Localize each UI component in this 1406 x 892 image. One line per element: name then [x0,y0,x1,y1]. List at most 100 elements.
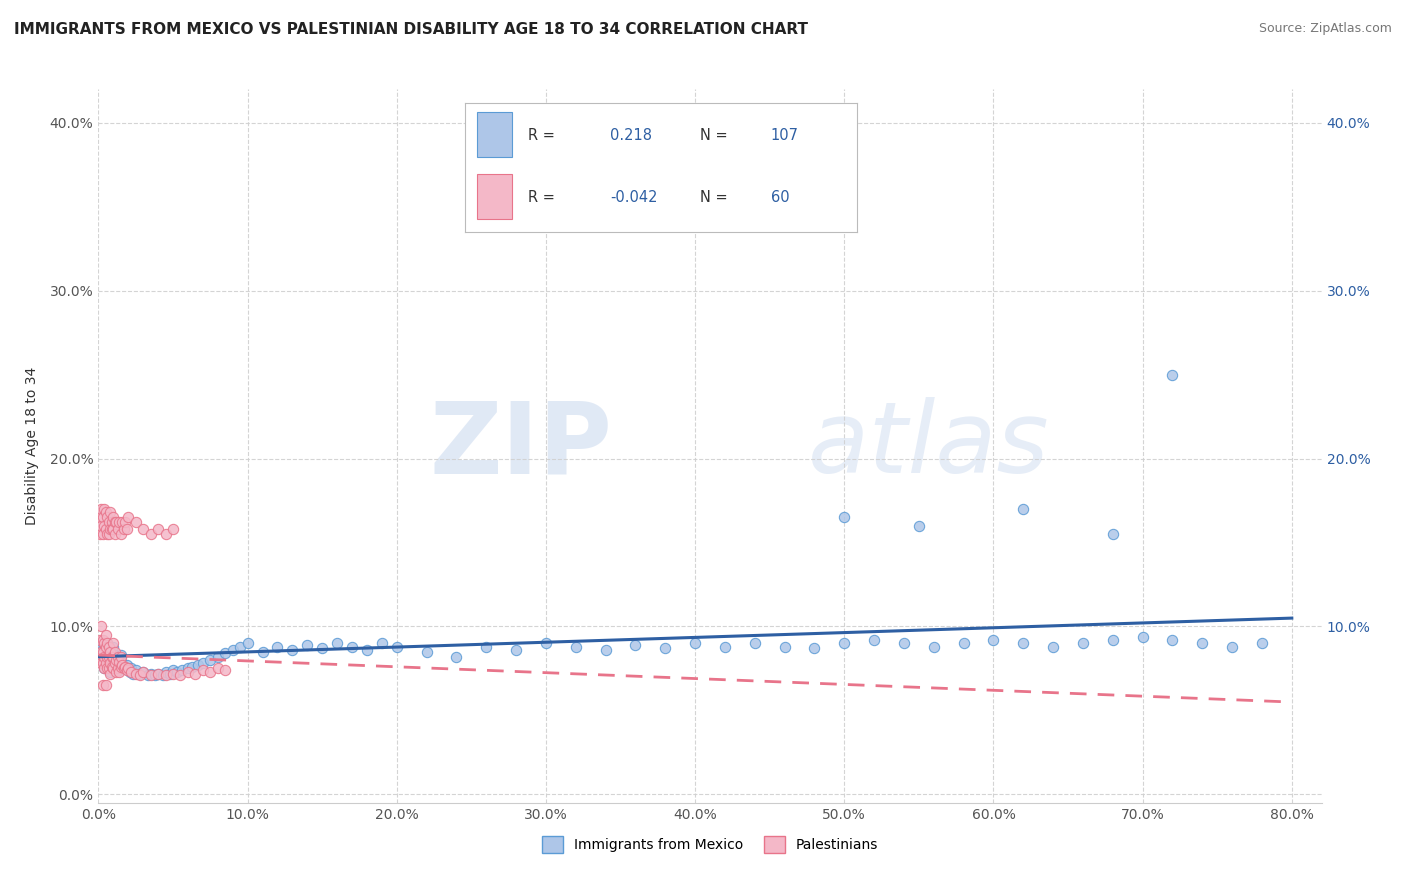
Point [96,661,118,675]
Point [534,636,557,650]
Point [91,657,114,671]
Point [252,645,274,659]
Point [139,666,162,681]
Point [446,649,468,664]
Point [152,668,174,682]
Point [229,640,252,654]
Point [115,663,138,677]
Point [117,510,139,524]
Point [200,665,222,679]
Point [103,661,125,675]
Point [125,666,148,681]
Point [214,663,236,677]
Point [93,518,115,533]
Point [114,661,136,675]
Point [91,678,114,692]
Point [236,636,259,650]
Point [96,657,118,671]
Point [105,653,128,667]
Point [110,660,132,674]
Point [104,657,127,671]
Point [108,663,131,677]
Point [1251,636,1274,650]
Point [90,645,112,659]
Point [105,649,128,664]
Point [121,666,143,681]
Point [1132,630,1154,644]
Point [187,658,209,673]
Point [110,527,132,541]
Point [922,640,945,654]
Point [118,665,141,679]
Point [356,643,378,657]
Point [162,522,184,536]
Point [96,649,118,664]
Point [96,636,118,650]
Point [624,638,647,652]
Point [505,643,527,657]
Point [97,516,120,530]
Point [89,510,111,524]
Point [155,527,177,541]
Point [108,516,131,530]
Point [97,658,120,673]
Point [1161,632,1184,647]
Point [1071,636,1094,650]
Point [120,661,142,675]
Point [93,645,115,659]
Point [340,640,363,654]
Point [94,640,117,654]
Point [117,661,139,675]
Point [114,660,136,674]
Point [105,660,128,674]
Point [415,645,437,659]
Point [311,641,333,656]
Point [111,657,134,671]
Point [107,661,129,675]
Point [90,657,112,671]
Point [475,640,498,654]
Point [103,510,125,524]
Point [103,522,125,536]
Point [132,665,155,679]
Point [115,522,138,536]
Point [132,665,155,679]
Point [93,661,115,675]
Point [595,643,617,657]
Point [105,516,128,530]
Point [146,522,169,536]
Point [129,668,152,682]
Point [91,632,114,647]
Point [98,657,121,671]
Y-axis label: Disability Age 18 to 34: Disability Age 18 to 34 [24,367,38,525]
Point [101,648,124,662]
Point [94,628,117,642]
Point [893,636,915,650]
Point [146,666,169,681]
Point [103,636,125,650]
Point [177,661,200,675]
Point [96,649,118,664]
Point [139,527,162,541]
Legend: Immigrants from Mexico, Palestinians: Immigrants from Mexico, Palestinians [534,830,886,860]
Point [104,657,127,671]
Point [101,660,124,674]
Point [107,522,129,536]
Point [1220,640,1243,654]
Point [108,655,131,669]
Point [94,678,117,692]
Point [146,666,169,681]
Point [169,668,191,682]
Text: Source: ZipAtlas.com: Source: ZipAtlas.com [1258,22,1392,36]
Point [97,649,120,664]
Point [91,645,114,659]
Point [125,663,148,677]
Point [104,516,127,530]
Point [181,660,204,674]
Point [103,649,125,664]
Point [744,636,766,650]
Point [103,649,125,664]
Point [104,648,127,662]
Point [114,516,136,530]
Point [97,649,120,664]
